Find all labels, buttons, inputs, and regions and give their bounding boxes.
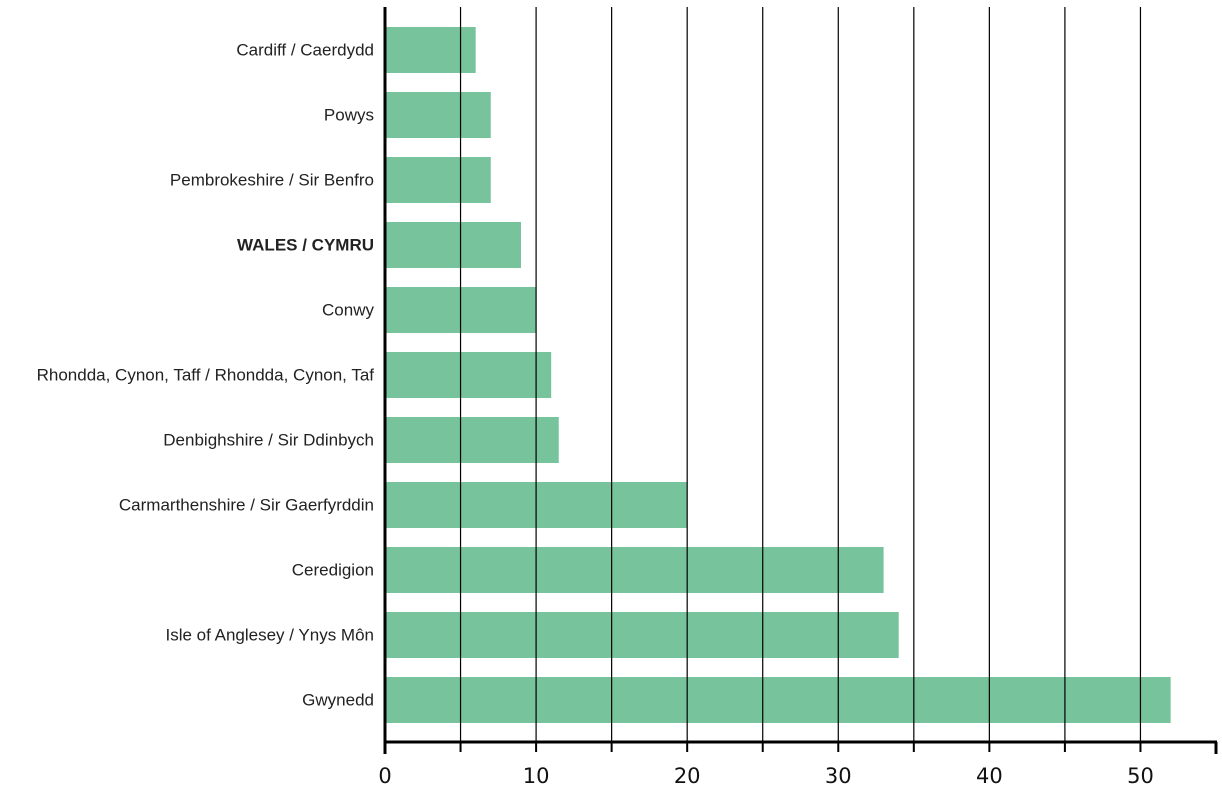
x-tick-label-20: 20 — [674, 764, 701, 788]
category-label-9: Ceredigion — [292, 561, 374, 580]
category-label-3: Pembrokeshire / Sir Benfro — [170, 171, 374, 190]
x-tick-label-30: 30 — [825, 764, 852, 788]
bar-10 — [385, 612, 899, 658]
category-label-1: Cardiff / Caerdydd — [236, 41, 374, 60]
bar-1 — [385, 27, 476, 73]
category-label-4: WALES / CYMRU — [237, 236, 374, 255]
category-label-6: Rhondda, Cynon, Taff / Rhondda, Cynon, T… — [37, 366, 375, 385]
bar-3 — [385, 157, 491, 203]
category-label-11: Gwynedd — [302, 691, 374, 710]
x-tick-label-50: 50 — [1127, 764, 1154, 788]
bar-11 — [385, 677, 1171, 723]
bar-layer — [385, 27, 1171, 723]
bar-6 — [385, 352, 552, 398]
x-tick-label-0: 0 — [378, 764, 391, 788]
axis-layer — [383, 7, 1218, 754]
category-label-2: Powys — [324, 106, 374, 125]
label-layer: Cardiff / Caerdydd Powys Pembrokeshire / S… — [37, 41, 1154, 789]
category-label-7: Denbighshire / Sir Ddinbych — [163, 431, 374, 450]
category-label-10: Isle of Anglesey / Ynys Môn — [165, 626, 374, 645]
x-tick-label-10: 10 — [523, 764, 550, 788]
bar-7 — [385, 417, 559, 463]
category-label-5: Conwy — [322, 301, 374, 320]
category-label-8: Carmarthenshire / Sir Gaerfyrddin — [119, 496, 374, 515]
bar-4 — [385, 222, 521, 268]
grid-layer — [459, 7, 1142, 742]
x-tick-label-40: 40 — [976, 764, 1003, 788]
bar-9 — [385, 547, 884, 593]
bar-2 — [385, 92, 491, 138]
